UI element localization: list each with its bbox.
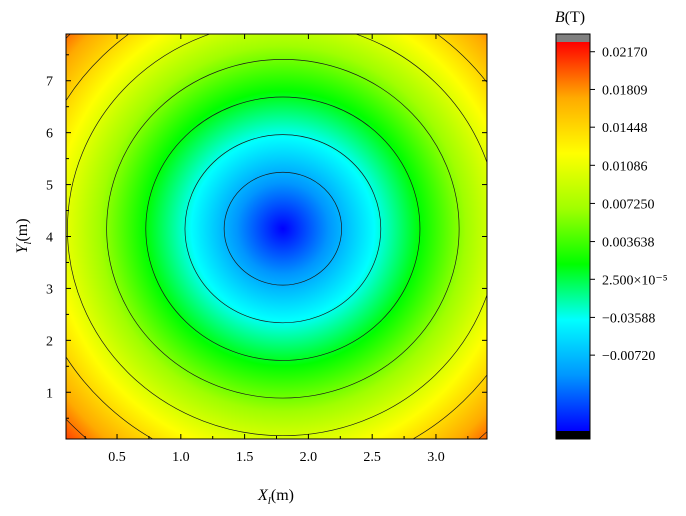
colorbar-tick-label: 0.01809	[602, 83, 648, 98]
y-tick-label: 1	[46, 386, 53, 401]
contour-line	[223, 171, 342, 286]
y-axis: 1 2 3 4 5 6 7	[46, 54, 487, 419]
y-tick-label: 2	[46, 334, 53, 349]
field-map	[66, 34, 487, 439]
colorbar-top-cap	[556, 34, 590, 42]
x-tick-label: 2.5	[363, 450, 381, 465]
colorbar-tick-label: 0.02170	[602, 46, 648, 61]
colorbar-frame	[555, 33, 591, 440]
contour-line	[184, 134, 382, 324]
contour-line	[67, 34, 487, 436]
x-axis-title: Xl(m)	[257, 487, 294, 507]
x-axis-title-symbol: X	[257, 487, 269, 504]
y-tick-label: 5	[46, 179, 53, 194]
colorbar-tick-label: 0.01086	[602, 159, 648, 174]
colorbar-title-unit: (T)	[565, 9, 585, 26]
y-axis-title-symbol: Y	[14, 243, 31, 254]
x-tick-label: 0.5	[108, 450, 126, 465]
contour-lines	[66, 34, 487, 439]
x-axis: 0.5 1.0 1.5 2.0 2.5 3.0	[84, 34, 469, 465]
colorbar-title: B(T)	[555, 9, 585, 26]
colorbar-tick-label: 0.01448	[602, 121, 648, 136]
y-axis-title-unit: (m)	[14, 218, 31, 241]
y-tick-label: 4	[46, 231, 53, 246]
colorbar-tick-label: 0.003638	[602, 236, 655, 251]
x-tick-label: 3.0	[427, 450, 445, 465]
y-axis-title-subscript: l	[22, 242, 34, 245]
colorbar-title-symbol: B	[555, 9, 565, 26]
colorbar-bottom-cap	[556, 431, 590, 439]
colorbar: 0.02170 0.01809 0.01448 0.01086 0.007250 0.00…	[555, 9, 668, 440]
x-axis-title-subscript: l	[268, 495, 271, 507]
x-tick-label: 1.5	[236, 450, 254, 465]
colorbar-ticks: 0.02170 0.01809 0.01448 0.01086 0.007250 0.00…	[590, 46, 668, 364]
plot-area	[65, 33, 488, 440]
colorbar-tick-label: 0.007250	[602, 197, 655, 212]
x-axis-title-unit: (m)	[271, 487, 294, 504]
colorbar-scale	[556, 42, 590, 431]
x-tick-label: 1.0	[172, 450, 190, 465]
contour-line	[145, 96, 421, 361]
y-tick-label: 7	[46, 75, 53, 90]
y-tick-label: 6	[46, 127, 53, 142]
colorbar-tick-label: −0.03588	[602, 311, 655, 326]
x-tick-label: 2.0	[300, 450, 318, 465]
y-tick-label: 3	[46, 282, 53, 297]
colorbar-tick-label: 2.500×10⁻⁵	[602, 273, 668, 288]
contour-line	[106, 59, 460, 399]
y-axis-title: Yl(m)	[14, 218, 34, 253]
colorbar-tick-label: −0.00720	[602, 349, 655, 364]
